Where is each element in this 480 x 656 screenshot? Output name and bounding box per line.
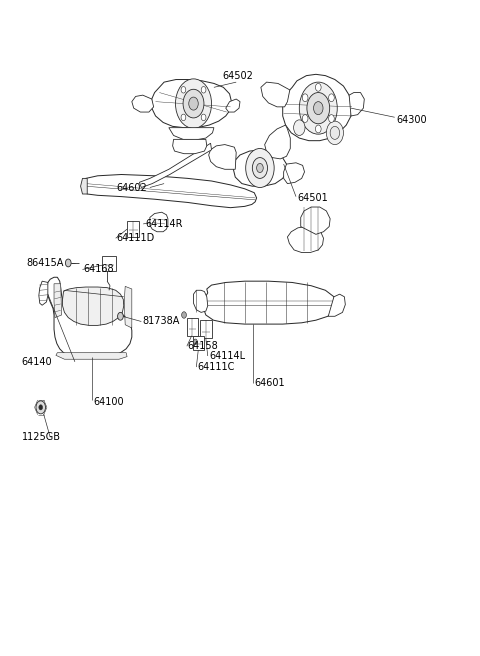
Text: 64501: 64501 <box>297 193 328 203</box>
Circle shape <box>329 94 334 102</box>
Circle shape <box>181 87 186 93</box>
Circle shape <box>294 120 305 136</box>
Polygon shape <box>124 287 132 328</box>
Polygon shape <box>83 174 257 208</box>
Polygon shape <box>203 281 336 324</box>
Text: 64502: 64502 <box>222 71 253 81</box>
Bar <box>200 320 212 338</box>
Text: 81738A: 81738A <box>143 316 180 327</box>
Polygon shape <box>173 139 207 154</box>
Text: 64100: 64100 <box>93 396 123 407</box>
Circle shape <box>315 125 321 133</box>
Circle shape <box>201 87 206 93</box>
Circle shape <box>315 83 321 91</box>
Text: 64140: 64140 <box>22 357 52 367</box>
Text: 1125GB: 1125GB <box>22 432 61 442</box>
Circle shape <box>307 92 330 124</box>
Circle shape <box>181 312 186 318</box>
Circle shape <box>36 401 46 414</box>
Text: 64111C: 64111C <box>197 362 235 372</box>
Polygon shape <box>349 92 364 116</box>
Circle shape <box>65 259 71 267</box>
Polygon shape <box>226 99 240 112</box>
Circle shape <box>39 405 43 410</box>
Circle shape <box>189 97 198 110</box>
Polygon shape <box>209 144 236 169</box>
Polygon shape <box>81 178 87 194</box>
Text: 64300: 64300 <box>396 115 427 125</box>
Polygon shape <box>54 284 61 318</box>
Circle shape <box>302 115 308 123</box>
Bar <box>102 256 116 271</box>
Circle shape <box>330 127 340 139</box>
Circle shape <box>302 94 308 102</box>
Polygon shape <box>264 125 290 159</box>
Polygon shape <box>47 277 132 358</box>
Polygon shape <box>150 213 168 232</box>
Bar <box>187 318 198 336</box>
Text: 64601: 64601 <box>254 379 285 388</box>
Bar <box>192 336 204 350</box>
Circle shape <box>257 163 263 173</box>
Polygon shape <box>152 79 231 128</box>
Circle shape <box>176 79 212 129</box>
Polygon shape <box>283 74 352 140</box>
Text: 64168: 64168 <box>84 264 114 274</box>
Circle shape <box>118 312 123 320</box>
Polygon shape <box>139 143 212 188</box>
Circle shape <box>201 114 206 121</box>
Circle shape <box>183 89 204 118</box>
Circle shape <box>329 115 334 123</box>
Polygon shape <box>39 281 48 305</box>
Polygon shape <box>284 163 304 184</box>
Polygon shape <box>193 290 208 312</box>
Polygon shape <box>233 150 287 186</box>
Bar <box>127 221 139 237</box>
Text: 64111D: 64111D <box>117 234 155 243</box>
Circle shape <box>193 339 197 344</box>
Circle shape <box>252 157 267 178</box>
Polygon shape <box>261 82 290 107</box>
Text: 86415A: 86415A <box>26 258 64 268</box>
Polygon shape <box>56 353 127 359</box>
Text: 64114R: 64114R <box>145 219 182 229</box>
Text: 64158: 64158 <box>188 341 218 351</box>
Circle shape <box>181 114 186 121</box>
Circle shape <box>313 102 323 115</box>
Polygon shape <box>169 128 214 140</box>
Polygon shape <box>132 95 154 112</box>
Polygon shape <box>62 287 124 325</box>
Circle shape <box>326 121 343 144</box>
Circle shape <box>246 148 274 188</box>
Polygon shape <box>328 294 345 316</box>
Polygon shape <box>301 207 330 234</box>
Circle shape <box>300 82 337 134</box>
Text: 64602: 64602 <box>117 183 147 193</box>
Text: 64114L: 64114L <box>209 351 245 361</box>
Polygon shape <box>288 226 324 253</box>
